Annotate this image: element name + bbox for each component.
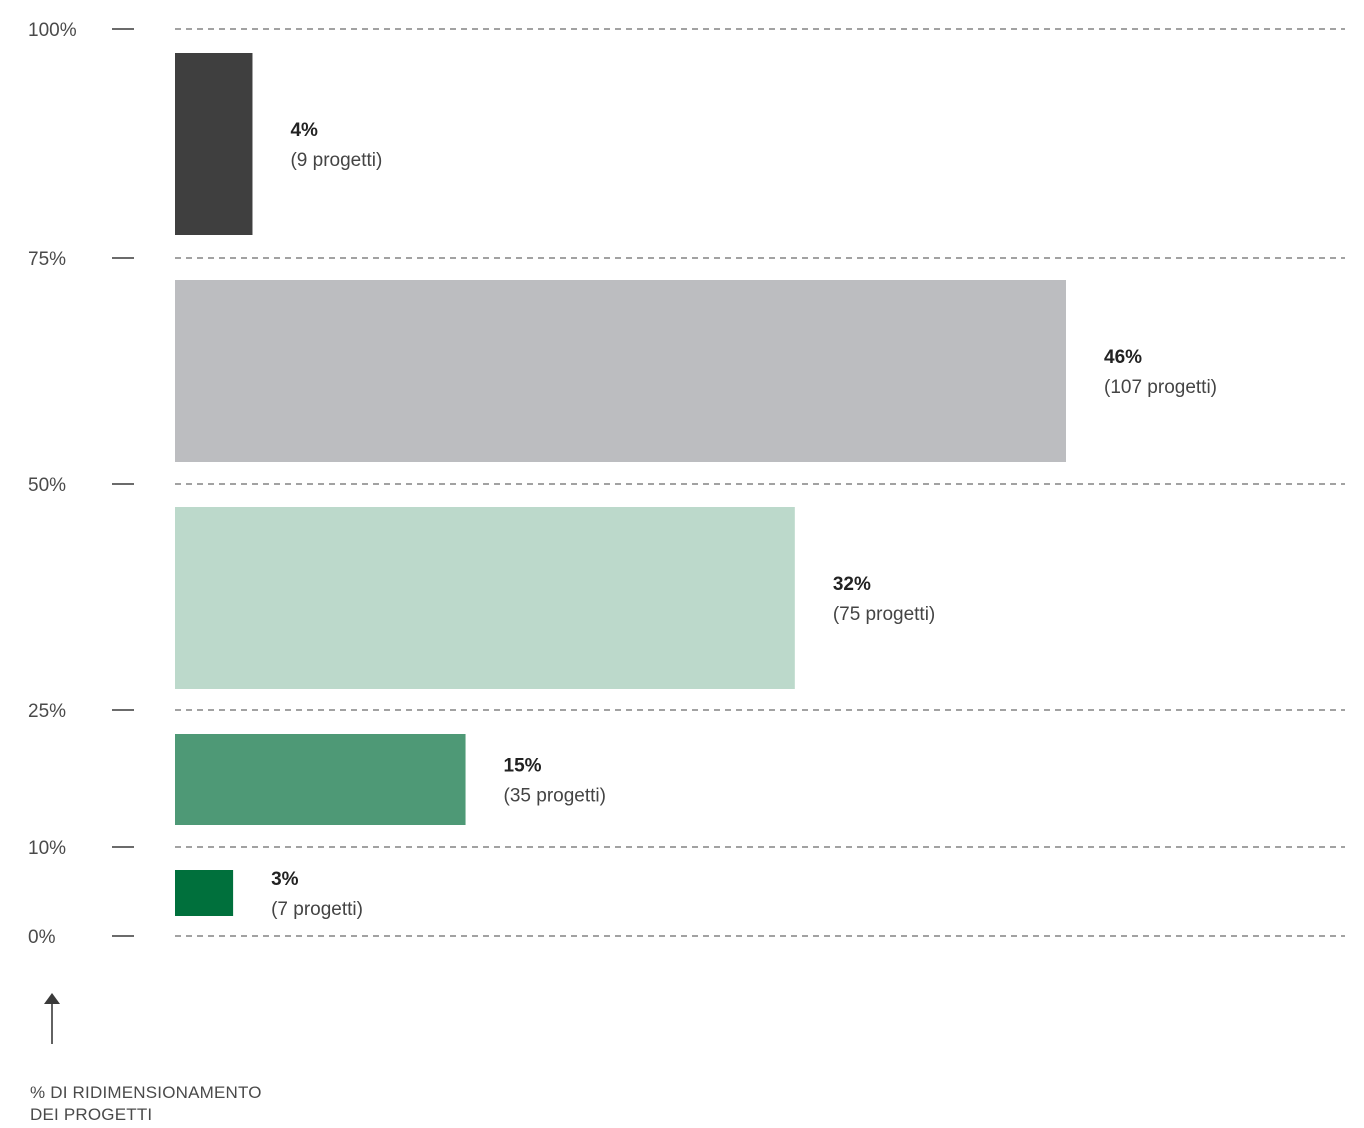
bar-value-label: 4%	[290, 120, 318, 141]
bar-count-label: (35 progetti)	[504, 786, 606, 807]
bar	[175, 53, 253, 235]
y-axis-ticks: 100% 75% 50% 25% 10% 0%	[28, 20, 134, 948]
bar-labels: 4% (9 progetti) 46% (107 progetti) 32% (75 pr…	[271, 120, 1217, 920]
y-tick-label: 25%	[28, 701, 66, 722]
y-tick-label: 10%	[28, 838, 66, 859]
bar-value-label: 32%	[833, 574, 871, 595]
bar-value-label: 3%	[271, 869, 299, 890]
y-tick-label: 75%	[28, 249, 66, 270]
bar-count-label: (9 progetti)	[290, 150, 382, 171]
grid-lines	[175, 28, 1345, 937]
bar-count-label: (75 progetti)	[833, 604, 935, 625]
bar	[175, 870, 234, 916]
bar-count-label: (107 progetti)	[1104, 377, 1217, 398]
y-axis-title: % DI RIDIMENSIONAMENTO DEI PROGETTI	[30, 1082, 350, 1126]
bar-value-label: 15%	[504, 756, 542, 777]
y-tick-label: 0%	[28, 927, 56, 948]
bars	[175, 53, 1066, 916]
axis-arrow-icon	[44, 993, 60, 1044]
bar	[175, 734, 466, 825]
bar	[175, 507, 795, 689]
bar-count-label: (7 progetti)	[271, 899, 363, 920]
y-tick-label: 100%	[28, 20, 77, 41]
y-tick-label: 50%	[28, 475, 66, 496]
bar-value-label: 46%	[1104, 347, 1142, 368]
y-axis-title-line-2: DEI PROGETTI	[30, 1105, 153, 1124]
y-axis-title-line-1: % DI RIDIMENSIONAMENTO	[30, 1083, 262, 1102]
bar	[175, 280, 1066, 462]
